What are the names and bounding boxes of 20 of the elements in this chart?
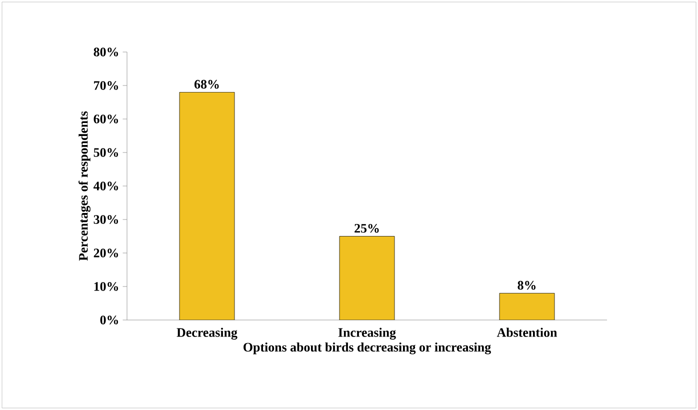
y-tick-label: 0% (100, 316, 118, 324)
x-tick-label: Abstention (496, 328, 558, 337)
data-label: 25% (354, 224, 379, 233)
y-tick-label: 10% (94, 282, 118, 291)
bar (179, 92, 235, 320)
x-tick-label: Increasing (338, 328, 396, 340)
y-tick-label: 70% (94, 81, 118, 90)
y-tick-label: 80% (94, 48, 118, 56)
bar (339, 236, 395, 320)
y-tick-label: 20% (94, 248, 118, 258)
bar (499, 293, 555, 320)
y-tick-label: 30% (94, 215, 118, 224)
y-tick-label: 50% (94, 148, 118, 157)
x-axis-title: Options about birds decreasing or increasing (244, 342, 491, 354)
y-tick-label: 40% (94, 182, 118, 190)
x-tick-label: Decreasing (176, 328, 238, 340)
data-label: 8% (518, 280, 536, 290)
y-tick-label: 60% (94, 114, 118, 124)
y-axis-title: Percentages of respondents (78, 111, 90, 261)
data-label: 68% (194, 80, 219, 89)
